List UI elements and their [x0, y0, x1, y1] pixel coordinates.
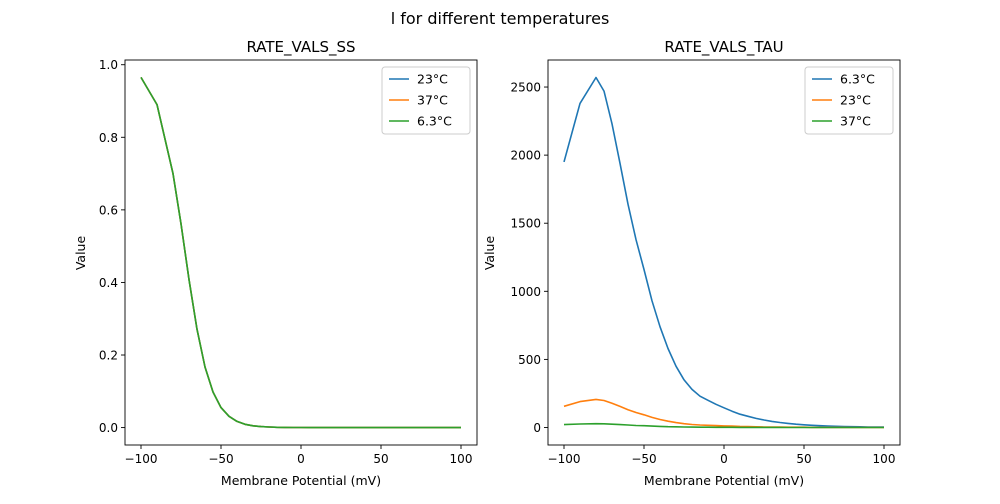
y-axis-label: Value [73, 236, 88, 271]
legend-label: 37°C [417, 93, 448, 108]
x-tick-label: −50 [631, 452, 656, 466]
subplot-tau: RATE_VALS_TAU−100 −50 0 50 10005001000150020… [482, 38, 901, 488]
y-tick-label: 0.4 [99, 276, 118, 290]
y-tick-label: 0.2 [99, 349, 118, 363]
legend-label: 37°C [840, 114, 871, 129]
y-tick-label: 1500 [510, 217, 541, 231]
x-tick-label: −50 [208, 452, 233, 466]
legend-label: 6.3°C [417, 114, 452, 129]
subplot-title: RATE_VALS_SS [246, 38, 355, 57]
y-tick-label: 1.0 [99, 58, 118, 72]
y-tick-label: 0.8 [99, 131, 118, 145]
subplot-title: RATE_VALS_TAU [664, 38, 783, 57]
x-tick-label: −100 [125, 452, 158, 466]
y-tick-label: 2000 [510, 149, 541, 163]
legend-box [381, 66, 471, 135]
y-tick-label: 0.0 [99, 421, 118, 435]
legend-label: 6.3°C [840, 72, 875, 87]
subplot-ss: RATE_VALS_SS −100 −50 0 50 100 0.0 0.2 0.4 0.6 0.8… [73, 38, 478, 488]
legend-label: 23°C [417, 72, 448, 87]
x-tick-label: 0 [720, 452, 728, 466]
legend: 23°C 37°C 6.3°C [381, 66, 471, 135]
x-axis-label: Membrane Potential (mV) [644, 473, 804, 488]
series-line-6.3C [140, 76, 461, 429]
y-tick-label: 0 [533, 421, 541, 435]
figure-title: l for different temperatures [391, 9, 610, 28]
legend: 6.3°C 23°C 37°C [804, 66, 894, 135]
y-tick-label: 0.6 [99, 203, 118, 217]
legend-label: 23°C [840, 93, 871, 108]
series-line-37C [563, 422, 884, 429]
x-tick-label: 50 [373, 452, 388, 466]
series-line-23C [563, 398, 884, 429]
y-tick-label: 500 [518, 353, 541, 367]
y-tick-label: 1000 [510, 285, 541, 299]
x-tick-label: −100 [548, 452, 581, 466]
y-tick-label: 2500 [510, 81, 541, 95]
y-axis-label: Value [482, 236, 497, 271]
legend-box [804, 66, 894, 135]
x-tick-label: 50 [796, 452, 811, 466]
x-tick-label: 100 [873, 452, 896, 466]
x-tick-label: 100 [450, 452, 473, 466]
x-axis-label: Membrane Potential (mV) [221, 473, 381, 488]
series-line-6.3C [563, 76, 884, 428]
x-tick-label: 0 [297, 452, 305, 466]
